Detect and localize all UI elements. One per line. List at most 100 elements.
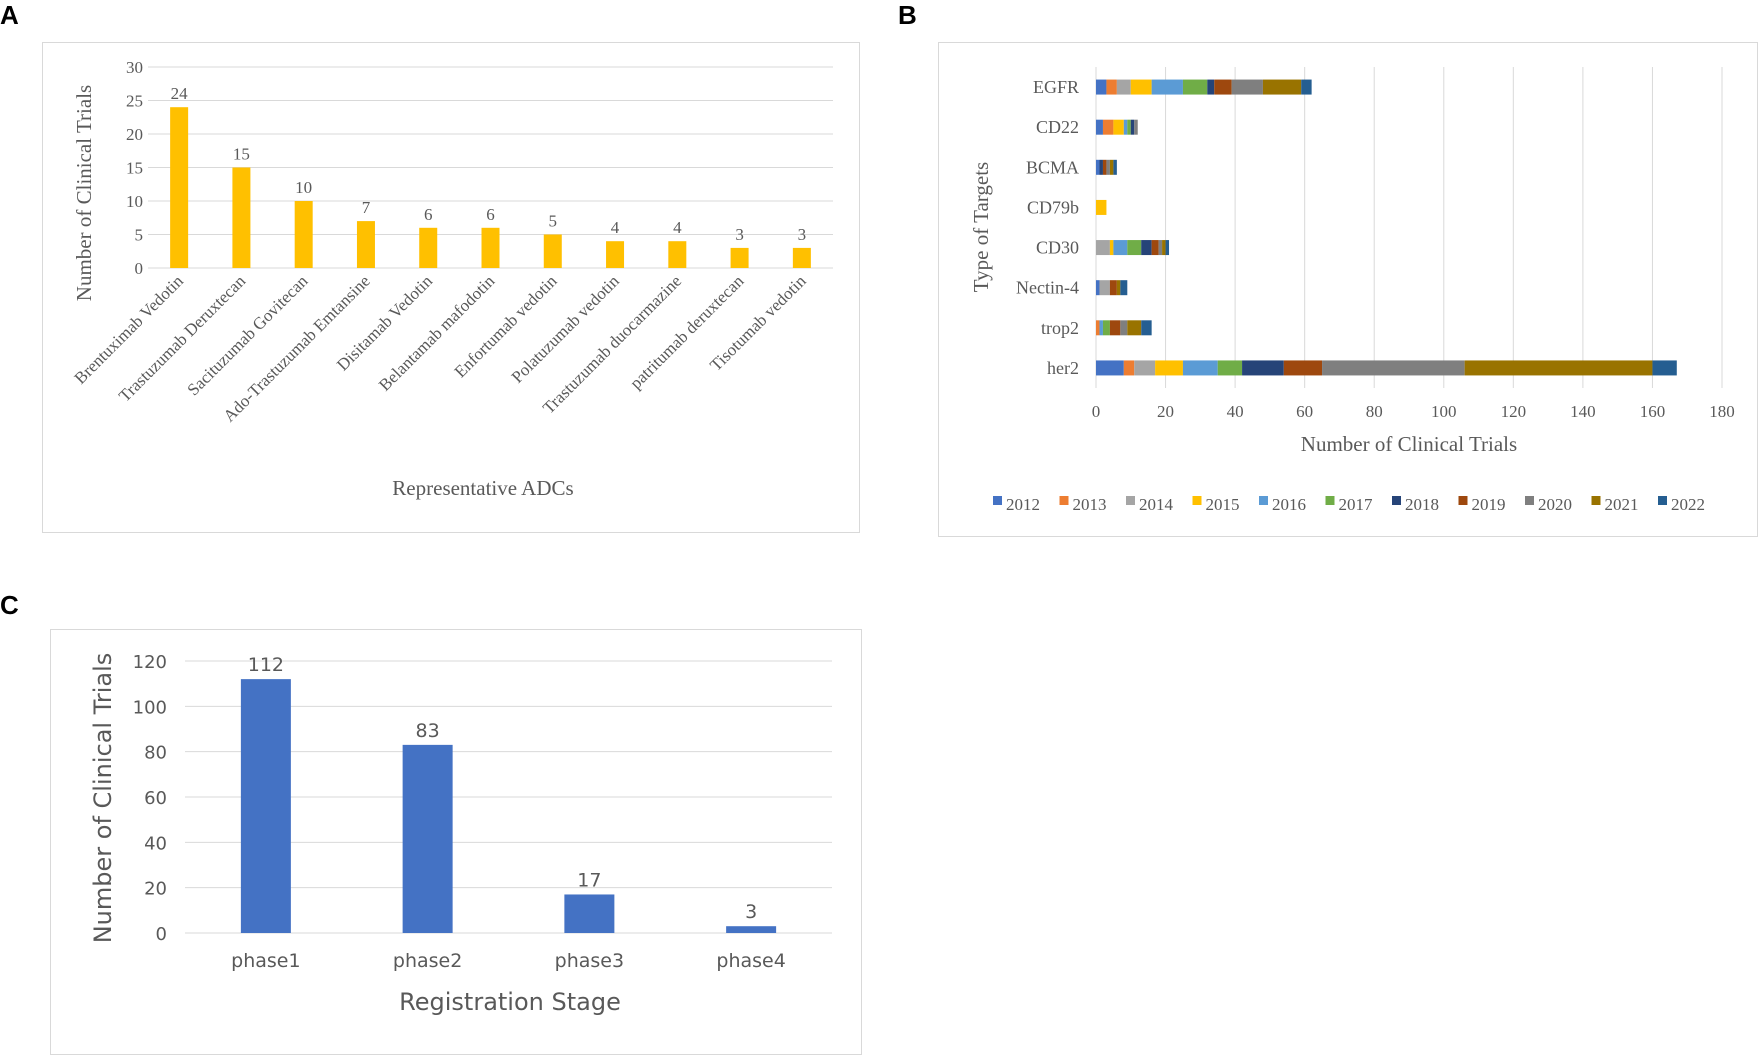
- y-tick-label: 0: [135, 259, 144, 278]
- y-tick-label: 10: [126, 192, 143, 211]
- panel-label-a: A: [0, 0, 19, 30]
- bar-segment-cd22-2015: [1113, 119, 1124, 135]
- x-tick-label: phase3: [555, 950, 624, 972]
- legend-label-2019: 2019: [1472, 495, 1506, 514]
- bar-segment-egfr-2019: [1214, 79, 1232, 95]
- y-tick-label: 100: [133, 697, 167, 718]
- data-label: 10: [295, 178, 312, 197]
- bar-segment-cd22-2018: [1130, 119, 1135, 135]
- data-label: 24: [171, 84, 189, 103]
- bar-segment-trop2-2019: [1109, 320, 1121, 336]
- bar-polatuzumab-vedotin: [606, 241, 625, 268]
- legend-swatch-2017: [1325, 496, 1335, 505]
- bar-segment-egfr-2021: [1262, 79, 1302, 95]
- bar-trastuzumab-deruxtecan: [232, 167, 251, 268]
- bar-segment-egfr-2022: [1301, 79, 1312, 95]
- legend-label-2015: 2015: [1206, 495, 1240, 514]
- y-tick-label: 40: [144, 833, 167, 854]
- y-tick-label: 30: [126, 58, 143, 77]
- y-tick-label: trop2: [1041, 318, 1079, 338]
- bar-segment-egfr-2012: [1096, 79, 1107, 95]
- bar-segment-cd22-2016: [1123, 119, 1128, 135]
- data-label: 3: [798, 225, 807, 244]
- bar-segment-her2-2017: [1217, 360, 1243, 376]
- bar-segment-cd30-2020: [1158, 240, 1163, 256]
- bar-segment-her2-2021: [1464, 360, 1653, 376]
- bar-segment-bcma-2018: [1099, 159, 1103, 175]
- data-label: 3: [745, 901, 757, 923]
- bar-ado-trastuzumab-emtansine: [356, 221, 375, 268]
- bar-segment-her2-2014: [1134, 360, 1156, 376]
- x-tick-label: 160: [1640, 402, 1666, 421]
- bar-segment-her2-2013: [1123, 360, 1135, 376]
- bar-segment-trop2-2013: [1096, 320, 1100, 336]
- y-tick-label: 25: [126, 92, 143, 111]
- x-tick-label: 100: [1431, 402, 1457, 421]
- y-tick-label: 20: [144, 879, 167, 900]
- legend-swatch-2012: [993, 496, 1002, 505]
- data-label: 4: [673, 218, 682, 237]
- bar-segment-bcma-2021: [1109, 159, 1114, 175]
- bar-segment-cd22-2012: [1096, 119, 1103, 135]
- bar-segment-cd22-2020: [1134, 119, 1138, 135]
- bar-segment-egfr-2017: [1182, 79, 1208, 95]
- data-label: 112: [248, 654, 284, 676]
- bar-segment-trop2-2021: [1127, 320, 1142, 336]
- x-tick-label: 40: [1227, 402, 1244, 421]
- x-tick-label: phase2: [393, 950, 462, 972]
- bar-segment-bcma-2022: [1113, 159, 1117, 175]
- panel-label-c: C: [0, 590, 19, 620]
- bar-segment-egfr-2015: [1130, 79, 1152, 95]
- y-tick-label: 120: [133, 652, 167, 673]
- x-tick-label: 60: [1296, 402, 1313, 421]
- bar-segment-egfr-2018: [1207, 79, 1215, 95]
- bar-segment-bcma-2020: [1106, 159, 1110, 175]
- bar-segment-cd30-2018: [1141, 240, 1152, 256]
- legend-swatch-2020: [1525, 496, 1534, 505]
- bar-phase4: [726, 926, 777, 933]
- data-label: 17: [577, 869, 601, 891]
- bar-segment-trop2-2017: [1102, 320, 1110, 336]
- x-axis-title: Representative ADCs: [392, 476, 573, 500]
- bar-segment-nectin-4-2019: [1109, 280, 1117, 296]
- x-tick-label: 0: [1092, 402, 1101, 421]
- x-tick-label: 180: [1709, 402, 1735, 421]
- chart-b-frame: [938, 42, 1758, 537]
- x-axis-title: Number of Clinical Trials: [1301, 432, 1517, 456]
- panel-label-b: B: [898, 0, 917, 30]
- y-axis-title: Number of Clinical Trials: [72, 85, 96, 301]
- legend-label-2021: 2021: [1605, 495, 1639, 514]
- bar-phase3: [564, 894, 615, 933]
- bar-segment-egfr-2014: [1116, 79, 1131, 95]
- x-axis-title: Registration Stage: [399, 988, 621, 1016]
- y-tick-label: BCMA: [1026, 157, 1079, 177]
- bar-segment-trop2-2022: [1141, 320, 1152, 336]
- bar-patritumab-deruxtecan: [730, 247, 749, 268]
- legend-label-2013: 2013: [1073, 495, 1107, 514]
- bar-segment-bcma-2012: [1096, 159, 1100, 175]
- legend-label-2017: 2017: [1339, 495, 1374, 514]
- bar-segment-egfr-2020: [1231, 79, 1263, 95]
- bar-segment-cd22-2013: [1102, 119, 1114, 135]
- legend-label-2014: 2014: [1139, 495, 1174, 514]
- y-tick-label: EGFR: [1033, 77, 1079, 97]
- bar-segment-cd30-2021: [1162, 240, 1166, 256]
- bar-tisotumab-vedotin: [792, 247, 811, 268]
- bar-segment-cd79b-2015: [1096, 199, 1107, 215]
- legend-swatch-2014: [1126, 496, 1135, 505]
- x-tick-label: phase1: [231, 950, 300, 972]
- bar-segment-her2-2012: [1096, 360, 1124, 376]
- bar-segment-her2-2016: [1182, 360, 1218, 376]
- bar-segment-trop2-2020: [1120, 320, 1128, 336]
- bar-trastuzumab-duocarmazine: [668, 241, 687, 268]
- bar-segment-cd30-2016: [1113, 240, 1128, 256]
- bar-segment-her2-2019: [1283, 360, 1323, 376]
- data-label: 7: [362, 198, 371, 217]
- y-axis-title: Number of Clinical Trials: [89, 653, 117, 944]
- data-label: 83: [416, 720, 440, 742]
- y-tick-label: 80: [144, 743, 167, 764]
- bar-segment-cd30-2022: [1165, 240, 1170, 256]
- y-tick-label: 20: [126, 125, 143, 144]
- bar-segment-nectin-4-2021: [1116, 280, 1121, 296]
